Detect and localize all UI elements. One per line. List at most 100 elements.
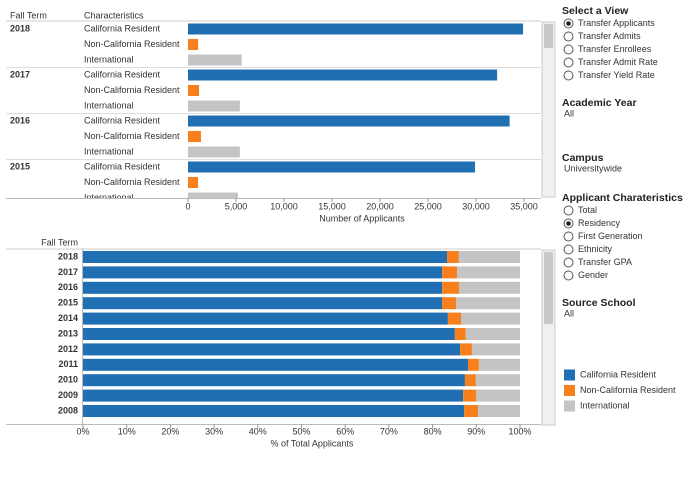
x-tick-label: 0 bbox=[185, 201, 190, 211]
bar bbox=[188, 54, 242, 66]
radio-label[interactable]: Transfer Yield Rate bbox=[578, 70, 655, 80]
radio-selected[interactable] bbox=[566, 21, 571, 26]
bar-segment bbox=[83, 281, 443, 294]
scroll-thumb[interactable] bbox=[544, 252, 553, 324]
characteristic-label: International bbox=[84, 146, 134, 156]
control-title: Applicant Charateristics bbox=[562, 192, 683, 204]
bar-segment bbox=[454, 328, 466, 340]
year-label: 2017 bbox=[10, 69, 30, 79]
year-label: 2008 bbox=[58, 405, 78, 415]
year-label: 2018 bbox=[10, 23, 30, 33]
scrollbar[interactable] bbox=[541, 21, 556, 198]
row-header: Fall Term bbox=[41, 237, 78, 247]
radio-button[interactable] bbox=[563, 31, 574, 42]
bar-segment bbox=[476, 389, 520, 402]
radio-label[interactable]: Transfer Applicants bbox=[578, 18, 655, 28]
bar-segment bbox=[83, 251, 448, 263]
bar bbox=[188, 85, 200, 96]
bar-segment bbox=[467, 358, 479, 371]
filter-value[interactable]: All bbox=[564, 308, 574, 318]
bar-segment bbox=[456, 297, 520, 310]
radio-label[interactable]: Gender bbox=[578, 270, 608, 280]
radio-button[interactable] bbox=[563, 70, 574, 81]
legend-label[interactable]: California Resident bbox=[580, 369, 657, 379]
scroll-thumb[interactable] bbox=[544, 24, 553, 48]
top-plot: 2018 California Resident Non-California Re… bbox=[6, 23, 541, 198]
x-axis-title: % of Total Applicants bbox=[271, 438, 354, 448]
x-tick-label: 100% bbox=[508, 426, 531, 436]
characteristic-label: California Resident bbox=[84, 69, 161, 79]
radio-label[interactable]: Transfer Enrollees bbox=[578, 44, 652, 54]
year-label: 2012 bbox=[58, 344, 78, 354]
year-label: 2018 bbox=[58, 251, 78, 261]
bar-segment bbox=[83, 266, 443, 279]
characteristic-label: Non-California Resident bbox=[84, 85, 180, 95]
bar-segment bbox=[447, 312, 462, 325]
x-tick-label: 90% bbox=[467, 426, 485, 436]
year-label: 2009 bbox=[58, 390, 78, 400]
year-label: 2011 bbox=[58, 359, 78, 369]
bar-segment bbox=[83, 405, 465, 417]
legend-swatch[interactable] bbox=[564, 385, 575, 396]
x-tick-label: 15,000 bbox=[318, 201, 346, 211]
radio-button[interactable] bbox=[563, 244, 574, 255]
radio-button[interactable] bbox=[563, 257, 574, 268]
year-label: 2016 bbox=[10, 115, 30, 125]
filter-value[interactable]: Universitywide bbox=[564, 163, 622, 173]
x-axis-title: Number of Applicants bbox=[319, 213, 405, 223]
radio-label[interactable]: Transfer Admits bbox=[578, 31, 641, 41]
radio-label[interactable]: Residency bbox=[578, 218, 621, 228]
control-title: Campus bbox=[562, 152, 604, 164]
legend-swatch[interactable] bbox=[564, 400, 575, 412]
bar-segment bbox=[83, 374, 465, 387]
bar-segment bbox=[442, 266, 458, 279]
bar-segment bbox=[478, 405, 520, 417]
x-tick-label: 20% bbox=[161, 426, 179, 436]
radio-selected[interactable] bbox=[566, 221, 571, 226]
radio-button[interactable] bbox=[563, 270, 574, 281]
bar-segment bbox=[447, 251, 459, 263]
radio-label[interactable]: First Generation bbox=[578, 231, 643, 241]
bar-segment bbox=[475, 374, 520, 387]
radio-button[interactable] bbox=[563, 231, 574, 242]
characteristic-label: Non-California Resident bbox=[84, 39, 180, 49]
characteristic-label: California Resident bbox=[84, 23, 161, 33]
bar-segment bbox=[83, 343, 461, 356]
radio-button[interactable] bbox=[563, 57, 574, 68]
radio-button[interactable] bbox=[563, 44, 574, 55]
radio-button[interactable] bbox=[563, 205, 574, 216]
x-tick-label: 50% bbox=[292, 426, 310, 436]
bar bbox=[188, 39, 199, 50]
x-tick-label: 10,000 bbox=[270, 201, 298, 211]
year-label: 2010 bbox=[58, 375, 78, 385]
year-label: 2015 bbox=[58, 298, 78, 308]
characteristic-label: California Resident bbox=[84, 115, 161, 125]
bar-segment bbox=[83, 312, 448, 325]
radio-label[interactable]: Transfer GPA bbox=[578, 257, 632, 267]
bar bbox=[188, 161, 476, 173]
bar bbox=[188, 146, 240, 158]
radio-label[interactable]: Total bbox=[578, 205, 597, 215]
bar bbox=[188, 131, 201, 142]
radio-label[interactable]: Ethnicity bbox=[578, 244, 613, 254]
bar-segment bbox=[83, 389, 464, 402]
bar bbox=[188, 115, 510, 127]
characteristic-label: International bbox=[84, 100, 134, 110]
x-tick-label: 60% bbox=[336, 426, 354, 436]
year-label: 2017 bbox=[58, 267, 78, 277]
x-tick-label: 30,000 bbox=[462, 201, 490, 211]
bar bbox=[188, 192, 238, 198]
x-tick-label: 40% bbox=[249, 426, 267, 436]
filter-value[interactable]: All bbox=[564, 108, 574, 118]
column-header: Characteristics bbox=[84, 10, 144, 20]
x-tick-label: 35,000 bbox=[510, 201, 538, 211]
bar-segment bbox=[83, 328, 455, 340]
legend-label[interactable]: International bbox=[580, 400, 630, 410]
row-header: Fall Term bbox=[10, 10, 47, 20]
x-tick-label: 25,000 bbox=[414, 201, 442, 211]
year-label: 2014 bbox=[58, 313, 78, 323]
legend-swatch[interactable] bbox=[564, 369, 575, 381]
legend-label[interactable]: Non-California Resident bbox=[580, 385, 676, 395]
radio-label[interactable]: Transfer Admit Rate bbox=[578, 57, 658, 67]
bar-segment bbox=[83, 297, 443, 310]
